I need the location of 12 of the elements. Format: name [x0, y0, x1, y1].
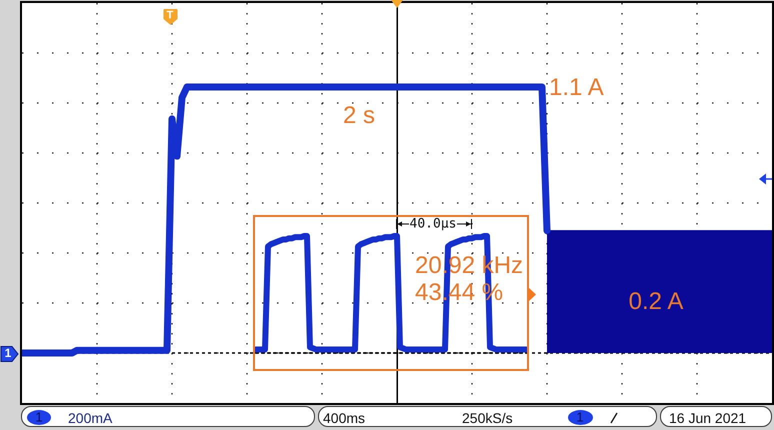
annotation: 0.2 A [628, 288, 684, 316]
annotation: 2 s [342, 102, 376, 130]
text: 16 Jun 2021 [669, 410, 746, 426]
text: 200mA [68, 410, 112, 426]
text: 1 [4, 346, 12, 361]
text: T [166, 10, 174, 22]
annotation: 1.1 A [549, 74, 604, 102]
annotation: 40.0µs [410, 216, 456, 232]
text: 1 [576, 410, 584, 426]
text: 1 [35, 410, 43, 426]
text: 400ms [323, 410, 366, 426]
text: 250kS/s [462, 410, 513, 426]
